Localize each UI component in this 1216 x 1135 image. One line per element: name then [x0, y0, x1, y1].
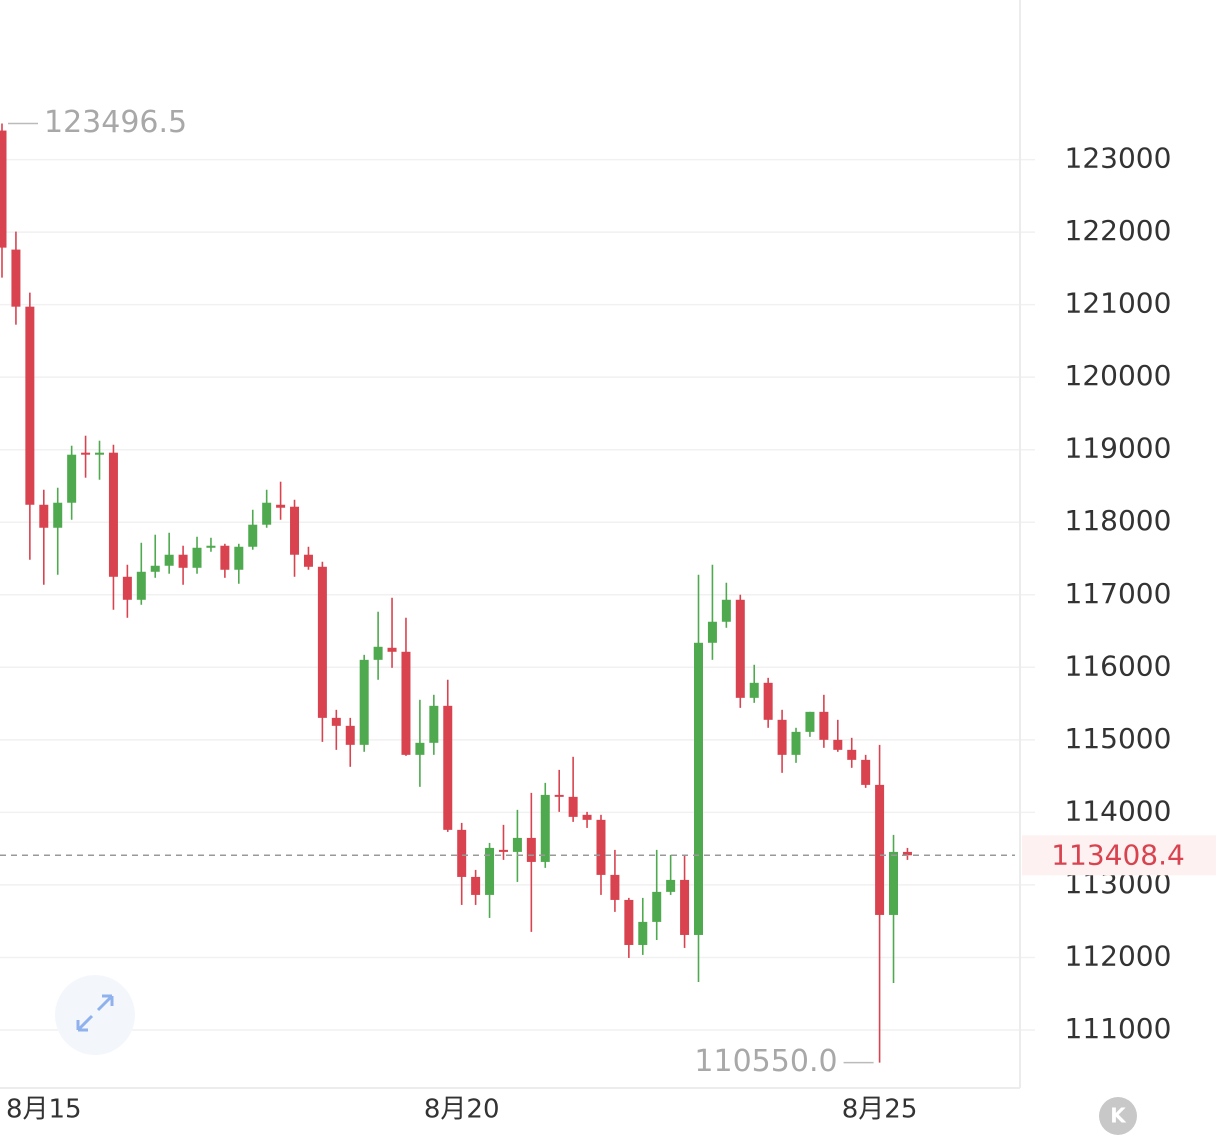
expand-icon[interactable] — [76, 994, 114, 1032]
candle-body — [554, 794, 564, 797]
y-tick-label: 122000 — [1065, 214, 1172, 247]
candle-body — [206, 545, 216, 548]
candle-body — [25, 306, 35, 505]
y-tick-label: 123000 — [1065, 142, 1172, 175]
candle-body — [735, 599, 745, 698]
candle-body — [262, 502, 272, 525]
candle-body — [763, 682, 773, 720]
candle-body — [652, 891, 662, 922]
candle-body — [721, 599, 731, 622]
plot: 1110001120001130001140001150001160001170… — [0, 105, 1216, 1125]
candle-body — [136, 571, 146, 600]
candle-body — [875, 784, 885, 915]
candle-body — [150, 565, 160, 572]
candle-body — [889, 851, 899, 915]
candle-body — [0, 130, 7, 248]
candle-body — [345, 725, 355, 745]
candle-body — [902, 851, 912, 856]
candle-body — [192, 547, 202, 568]
candle-body — [373, 646, 383, 660]
expand-bg[interactable] — [55, 975, 135, 1055]
candle-body — [443, 705, 453, 830]
candle-body — [122, 576, 132, 600]
candle-body — [707, 621, 717, 643]
candle-body — [680, 879, 690, 935]
y-tick-label: 116000 — [1065, 649, 1172, 682]
candle-body — [429, 705, 439, 743]
y-tick-label: 120000 — [1065, 359, 1172, 392]
candle-body — [81, 452, 91, 455]
y-tick-label: 117000 — [1065, 577, 1172, 610]
x-tick-label: 8月20 — [424, 1095, 500, 1125]
high-label: 123496.5 — [44, 105, 187, 140]
y-tick-label: 118000 — [1065, 504, 1172, 537]
candle-body — [638, 921, 648, 945]
expand-button[interactable] — [55, 975, 135, 1055]
x-tick-label: 8月25 — [842, 1095, 918, 1125]
candle-body — [234, 546, 244, 570]
y-tick-label: 115000 — [1065, 722, 1172, 755]
y-tick-label: 121000 — [1065, 287, 1172, 320]
current-price-label: 113408.4 — [1051, 838, 1185, 871]
candle-body — [568, 796, 578, 817]
candle-body — [359, 659, 369, 745]
badge[interactable]: K — [1110, 1104, 1127, 1128]
candle-body — [331, 717, 341, 726]
badge-button[interactable]: K — [1099, 1097, 1137, 1135]
x-tick-label: 8月15 — [6, 1095, 82, 1125]
candle-body — [317, 566, 327, 718]
candle-body — [67, 454, 77, 503]
candle-body — [401, 651, 411, 755]
candle-body — [290, 506, 300, 555]
candle-body — [498, 849, 508, 852]
candle-body — [11, 249, 21, 307]
candle-body — [777, 719, 787, 755]
candle-body — [95, 452, 105, 455]
y-tick-label: 114000 — [1065, 794, 1172, 827]
candle-body — [220, 545, 230, 570]
candle-body — [108, 452, 118, 577]
badge-bg[interactable] — [1099, 1097, 1137, 1135]
candle-body — [749, 682, 759, 698]
y-tick-label: 119000 — [1065, 432, 1172, 465]
candle-body — [512, 837, 522, 852]
candle-body — [248, 524, 258, 547]
candle-body — [610, 874, 620, 900]
candle-body — [485, 847, 495, 895]
candle-body — [540, 794, 550, 862]
candle-body — [415, 742, 425, 755]
candle-body — [624, 899, 634, 945]
candle-body — [666, 879, 676, 892]
candle-body — [582, 814, 592, 820]
candle-body — [805, 711, 815, 732]
candle-body — [303, 554, 313, 567]
y-tick-label: 112000 — [1065, 939, 1172, 972]
candle-body — [387, 647, 397, 652]
low-label: 110550.0 — [694, 1044, 837, 1079]
candle-body — [178, 554, 188, 568]
candle-body — [694, 642, 703, 935]
candle-body — [39, 504, 49, 528]
candle-body — [471, 876, 481, 895]
candle-body — [833, 739, 843, 750]
candle-body — [164, 554, 174, 566]
candle-body — [791, 731, 801, 755]
candle-body — [457, 829, 467, 877]
y-tick-label: 111000 — [1065, 1012, 1172, 1045]
current-price-bg — [1022, 835, 1216, 876]
candle-body — [596, 819, 606, 875]
candle-body — [526, 837, 536, 862]
candle-body — [53, 502, 63, 528]
candle-body — [861, 759, 871, 785]
candle-body — [276, 504, 286, 508]
candle-body — [847, 749, 857, 760]
candle-body — [819, 711, 829, 740]
